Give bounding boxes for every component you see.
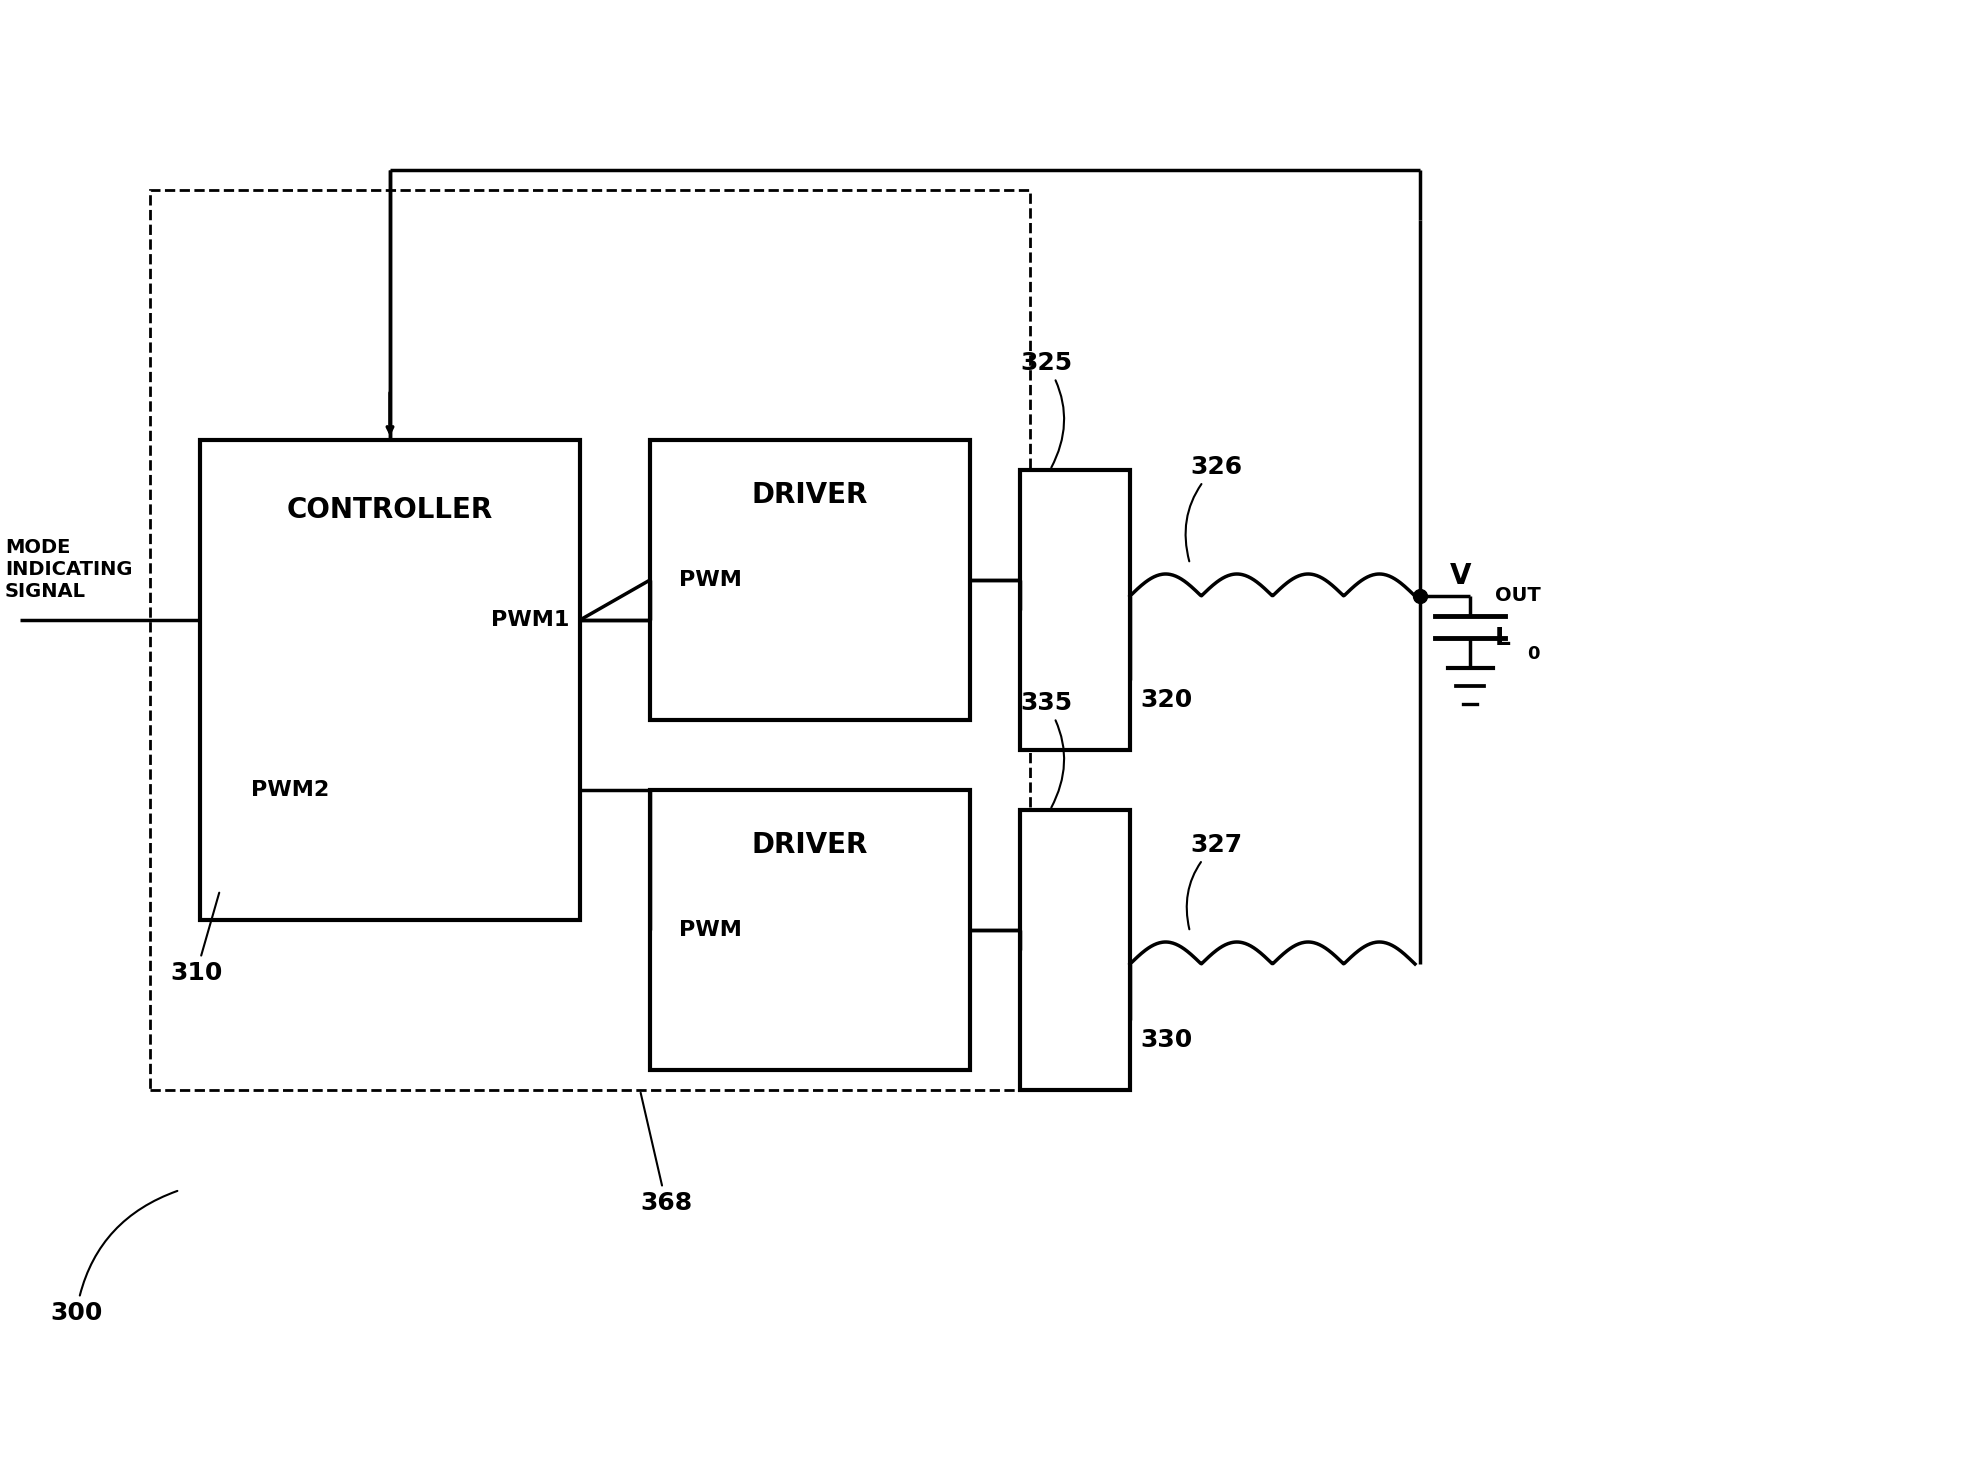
- Text: L: L: [1495, 626, 1510, 650]
- Text: 368: 368: [641, 1092, 692, 1216]
- Text: PWM: PWM: [678, 570, 741, 589]
- Text: OUT: OUT: [1495, 587, 1540, 606]
- Text: 310: 310: [170, 892, 221, 985]
- Text: 325: 325: [1020, 351, 1072, 467]
- Bar: [650, 440, 971, 720]
- Text: 335: 335: [1020, 691, 1072, 807]
- Text: 327: 327: [1186, 833, 1242, 929]
- Text: MODE
INDICATING
SIGNAL: MODE INDICATING SIGNAL: [6, 538, 132, 601]
- Text: 326: 326: [1186, 456, 1242, 562]
- Bar: [1020, 810, 1131, 1089]
- Bar: [1020, 470, 1131, 750]
- Text: 330: 330: [1141, 1028, 1192, 1053]
- Text: DRIVER: DRIVER: [751, 481, 868, 509]
- Text: PWM2: PWM2: [251, 781, 328, 800]
- Text: 0: 0: [1526, 645, 1540, 663]
- Text: PWM1: PWM1: [490, 610, 569, 631]
- Text: 320: 320: [1141, 688, 1192, 711]
- Bar: [200, 440, 579, 920]
- Text: V: V: [1449, 562, 1471, 589]
- Bar: [150, 190, 1030, 1089]
- Text: CONTROLLER: CONTROLLER: [287, 495, 492, 523]
- Text: 300: 300: [49, 1191, 178, 1324]
- Bar: [650, 789, 971, 1070]
- Text: DRIVER: DRIVER: [751, 831, 868, 858]
- Text: PWM: PWM: [678, 920, 741, 939]
